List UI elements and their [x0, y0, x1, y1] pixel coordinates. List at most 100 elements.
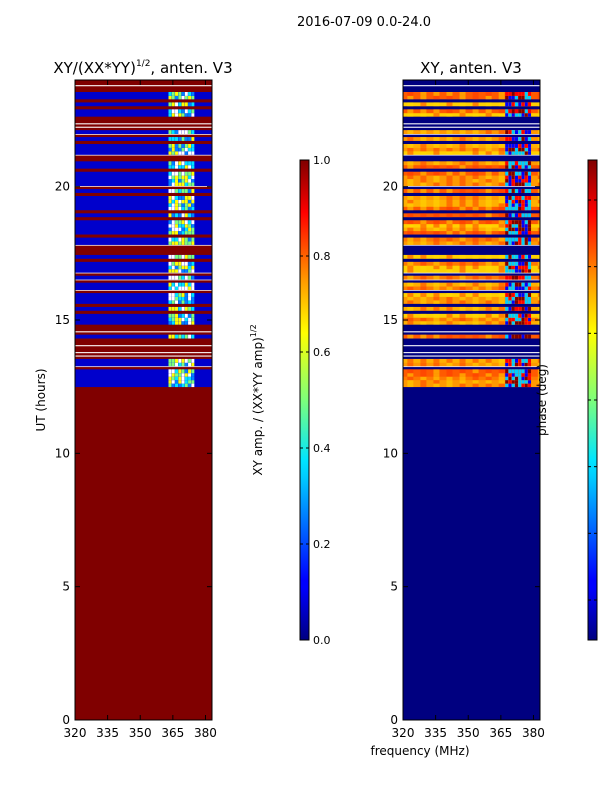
phase-stripe: [407, 320, 414, 325]
phase-noise: [521, 372, 525, 377]
phase-stripe: [472, 227, 479, 232]
amp-noise: [191, 296, 195, 301]
amp-noise: [171, 144, 175, 148]
phase-stripe: [433, 130, 440, 134]
amp-noise: [175, 254, 179, 259]
phase-stripe: [485, 206, 492, 211]
amp-noise: [188, 178, 192, 183]
phase-noise: [508, 144, 512, 148]
phase-noise: [511, 369, 515, 374]
phase-stripe: [472, 376, 479, 381]
amp-noise: [191, 206, 195, 211]
phase-noise: [524, 196, 528, 200]
phase-stripe: [420, 137, 427, 141]
phase-stripe: [433, 150, 440, 155]
phase-stripe: [459, 369, 466, 374]
amp-noise: [171, 334, 175, 339]
phase-stripe: [407, 147, 414, 152]
amp-noise: [178, 334, 182, 339]
amp-band: [75, 202, 212, 207]
amp-plot-frame: [74, 79, 213, 721]
phase-xtick-label: 350: [457, 726, 480, 740]
phase-noise: [528, 362, 532, 367]
phase-band: [403, 237, 540, 242]
amp-separator: [75, 126, 212, 128]
phase-stripe: [485, 130, 492, 134]
amp-noise: [171, 109, 175, 114]
amp-noise: [178, 147, 182, 152]
amp-noise: [181, 182, 185, 186]
phase-stripe: [420, 306, 427, 311]
phase-noise: [511, 237, 515, 242]
phase-stripe: [446, 268, 453, 273]
phase-stripe: [407, 178, 414, 183]
phase-stripe: [537, 358, 540, 363]
amp-noise: [191, 379, 195, 384]
phase-noise: [521, 150, 525, 155]
amp-band: [75, 230, 212, 235]
phase-noise: [514, 164, 518, 169]
amp-noise: [191, 202, 195, 207]
amp-noise: [191, 286, 195, 290]
phase-stripe: [420, 178, 427, 183]
amp-band: [75, 196, 212, 200]
phase-stripe: [459, 317, 466, 322]
amp-band: [75, 189, 212, 193]
phase-stripe: [407, 268, 414, 273]
amp-noise: [184, 261, 188, 266]
phase-noise: [528, 202, 532, 207]
phase-noise: [518, 182, 522, 186]
phase-stripe: [472, 379, 479, 384]
phase-noise: [505, 237, 509, 242]
phase-stripe: [407, 95, 414, 100]
phase-noise: [521, 362, 525, 367]
phase-stripe: [446, 293, 453, 297]
phase-stripe: [446, 372, 453, 377]
amp-noise: [175, 320, 179, 325]
amp-noise: [178, 293, 182, 297]
phase-noise: [511, 362, 515, 367]
amp-noise: [181, 296, 185, 301]
phase-stripe: [407, 199, 414, 204]
phase-noise: [505, 261, 509, 266]
amp-noise: [191, 230, 195, 235]
phase-noise: [518, 334, 522, 339]
phase-noise: [514, 227, 518, 232]
amp-band: [75, 137, 212, 141]
phase-stripe: [472, 144, 479, 148]
phase-noise: [521, 334, 525, 339]
phase-stripe: [407, 109, 414, 114]
amp-band: [75, 95, 212, 100]
phase-noise: [524, 334, 528, 339]
phase-band: [403, 206, 540, 211]
amp-noise: [171, 202, 175, 207]
amp-noise: [178, 237, 182, 242]
amp-noise: [171, 369, 175, 374]
phase-stripe: [433, 358, 440, 363]
phase-noise: [518, 254, 522, 259]
phase-noise: [521, 296, 525, 301]
amp-band: [75, 164, 212, 169]
phase-stripe: [472, 369, 479, 374]
phase-noise: [508, 268, 512, 273]
amp-noise: [168, 362, 172, 367]
amp-noise: [178, 109, 182, 114]
phase-stripe: [420, 102, 427, 107]
amp-noise: [188, 379, 192, 384]
phase-stripe: [498, 241, 505, 245]
amp-noise: [175, 196, 179, 200]
phase-noise: [508, 300, 512, 304]
amp-noise: [184, 313, 188, 318]
phase-noise: [528, 237, 532, 242]
amp-noise: [168, 144, 172, 148]
phase-noise: [521, 317, 525, 322]
amp-band: [75, 383, 212, 388]
amp-noise: [181, 306, 185, 311]
amp-noise: [171, 227, 175, 232]
phase-stripe: [407, 296, 414, 301]
phase-stripe: [485, 230, 492, 235]
phase-stripe: [485, 254, 492, 259]
phase-stripe: [485, 102, 492, 107]
amp-noise: [191, 293, 195, 297]
amp-noise: [168, 182, 172, 186]
